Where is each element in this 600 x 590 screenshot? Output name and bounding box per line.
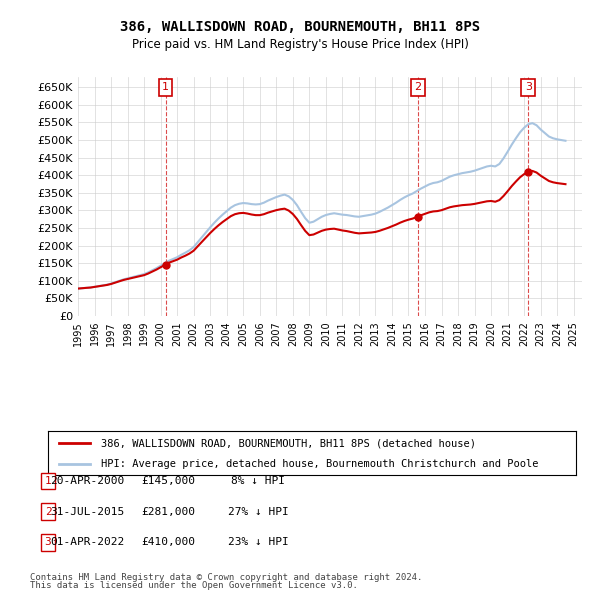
Text: 8% ↓ HPI: 8% ↓ HPI bbox=[231, 476, 285, 486]
Text: Price paid vs. HM Land Registry's House Price Index (HPI): Price paid vs. HM Land Registry's House … bbox=[131, 38, 469, 51]
Text: Contains HM Land Registry data © Crown copyright and database right 2024.: Contains HM Land Registry data © Crown c… bbox=[30, 572, 422, 582]
Text: £145,000: £145,000 bbox=[141, 476, 195, 486]
Text: 3: 3 bbox=[44, 537, 52, 547]
Text: This data is licensed under the Open Government Licence v3.0.: This data is licensed under the Open Gov… bbox=[30, 581, 358, 590]
Text: £281,000: £281,000 bbox=[141, 507, 195, 516]
Text: HPI: Average price, detached house, Bournemouth Christchurch and Poole: HPI: Average price, detached house, Bour… bbox=[101, 459, 538, 469]
Text: 2: 2 bbox=[44, 507, 52, 516]
Text: 1: 1 bbox=[162, 82, 169, 92]
Text: 27% ↓ HPI: 27% ↓ HPI bbox=[227, 507, 289, 516]
Text: 01-APR-2022: 01-APR-2022 bbox=[50, 537, 124, 547]
Text: 23% ↓ HPI: 23% ↓ HPI bbox=[227, 537, 289, 547]
Text: 1: 1 bbox=[44, 476, 52, 486]
Text: £410,000: £410,000 bbox=[141, 537, 195, 547]
Text: 3: 3 bbox=[525, 82, 532, 92]
Text: 386, WALLISDOWN ROAD, BOURNEMOUTH, BH11 8PS: 386, WALLISDOWN ROAD, BOURNEMOUTH, BH11 … bbox=[120, 19, 480, 34]
Text: 2: 2 bbox=[415, 82, 422, 92]
Text: 386, WALLISDOWN ROAD, BOURNEMOUTH, BH11 8PS (detached house): 386, WALLISDOWN ROAD, BOURNEMOUTH, BH11 … bbox=[101, 438, 476, 448]
Text: 20-APR-2000: 20-APR-2000 bbox=[50, 476, 124, 486]
Text: 31-JUL-2015: 31-JUL-2015 bbox=[50, 507, 124, 516]
